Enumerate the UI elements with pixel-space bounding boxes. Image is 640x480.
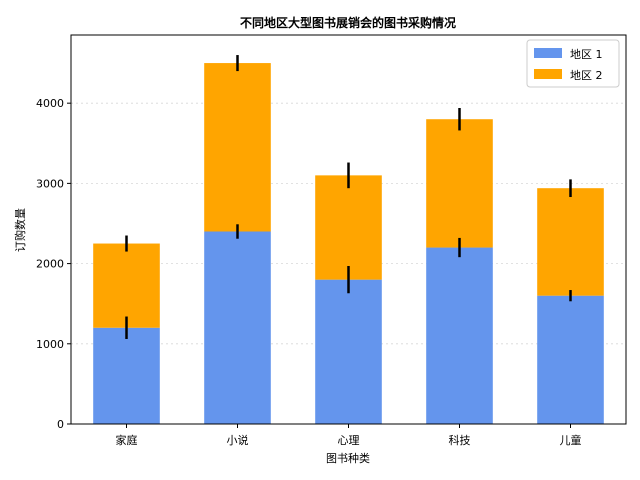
x-axis: 家庭 小说 心理 科技 儿童 xyxy=(116,424,582,447)
y-tick-label: 0 xyxy=(57,418,64,431)
bar-series-2 xyxy=(93,243,160,328)
bar-series-1 xyxy=(537,295,604,424)
y-tick-label: 4000 xyxy=(36,97,64,110)
error-bars xyxy=(125,55,572,339)
bar-series-1 xyxy=(204,231,271,424)
legend-swatch-series-1 xyxy=(534,48,562,58)
bar-series-2 xyxy=(537,188,604,296)
bar-series-1 xyxy=(426,247,493,424)
legend-label-series-2: 地区 2 xyxy=(570,69,603,82)
y-tick-label: 1000 xyxy=(36,338,64,351)
bar-series-2 xyxy=(204,63,271,232)
y-tick-label: 3000 xyxy=(36,177,64,190)
bar-series-2 xyxy=(426,119,493,248)
bar-series-1 xyxy=(315,279,382,424)
x-tick-label: 科技 xyxy=(449,433,471,447)
x-tick-label: 儿童 xyxy=(560,433,582,447)
bar-series-2 xyxy=(315,175,382,280)
legend-label-series-1: 地区 1 xyxy=(570,48,603,61)
legend: 地区 1 地区 2 xyxy=(526,39,620,88)
y-axis-label: 订购数量 xyxy=(13,208,27,252)
y-tick-label: 2000 xyxy=(36,258,64,271)
x-tick-label: 心理 xyxy=(338,434,360,447)
chart-title: 不同地区大型图书展销会的图书采购情况 xyxy=(240,15,456,30)
legend-swatch-series-2 xyxy=(534,69,562,79)
x-axis-label: 图书种类 xyxy=(326,451,370,465)
bars xyxy=(93,63,604,424)
x-tick-label: 小说 xyxy=(227,433,249,447)
bar-series-1 xyxy=(93,327,160,424)
x-tick-label: 家庭 xyxy=(116,433,138,447)
y-axis: 0 1000 2000 3000 4000 xyxy=(36,97,71,431)
